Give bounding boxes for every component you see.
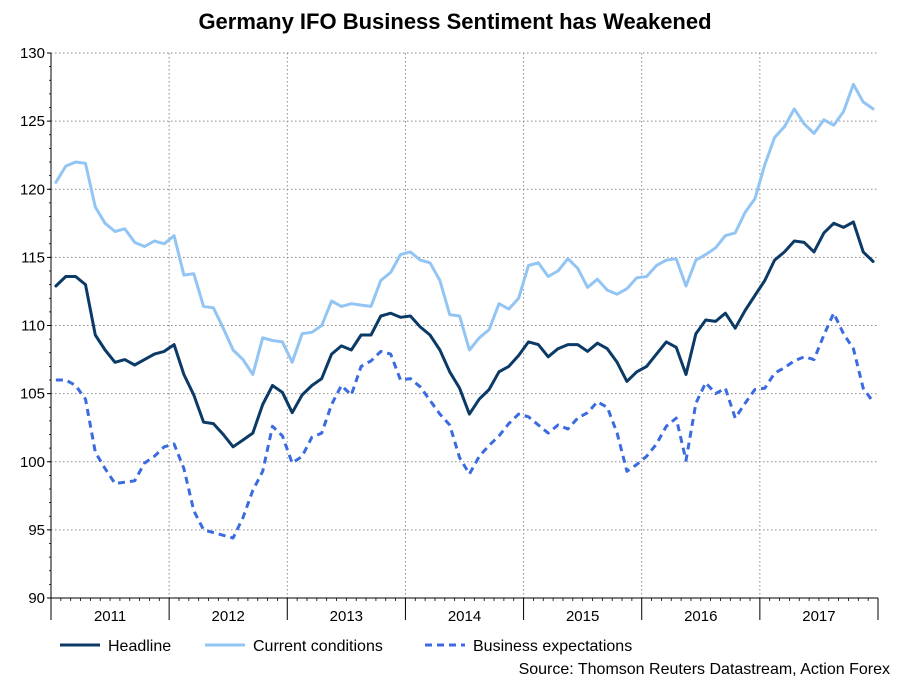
legend-label: Headline xyxy=(108,638,171,655)
axes: 90 95 100 105 110 115 120 125 130 2011 2012 2013 201… xyxy=(20,45,879,625)
series-line-current-conditions xyxy=(54,82,875,376)
x-tick-label: 2017 xyxy=(802,608,835,625)
x-tick-label: 2013 xyxy=(330,608,363,625)
grid xyxy=(51,52,878,598)
y-tick-label: 95 xyxy=(28,522,45,539)
y-tick-label: 110 xyxy=(21,318,45,335)
y-tick-label: 130 xyxy=(20,45,45,62)
x-tick-label: 2016 xyxy=(684,608,717,625)
x-tick-label: 2014 xyxy=(448,608,481,625)
legend-label: Business expectations xyxy=(473,638,632,655)
x-tick-label: 2011 xyxy=(94,608,126,625)
source-note: Source: Thomson Reuters Datastream, Acti… xyxy=(519,661,890,678)
y-tick-label: 120 xyxy=(20,181,45,198)
series-lines xyxy=(54,82,875,540)
legend-label: Current conditions xyxy=(253,638,383,655)
legend: Headline Current conditions Business expec… xyxy=(60,638,632,655)
y-tick-label: 125 xyxy=(20,113,45,130)
y-tick-label: 115 xyxy=(21,249,45,266)
y-tick-label: 100 xyxy=(20,454,45,471)
x-tick-label: 2015 xyxy=(566,608,599,625)
x-tick-label: 2012 xyxy=(212,608,245,625)
series-line-business-expectations xyxy=(55,311,875,540)
y-tick-label: 105 xyxy=(20,386,45,403)
y-tick-label: 90 xyxy=(28,590,45,607)
chart-title: Germany IFO Business Sentiment has Weake… xyxy=(198,9,711,34)
series-line-headline xyxy=(54,220,875,449)
